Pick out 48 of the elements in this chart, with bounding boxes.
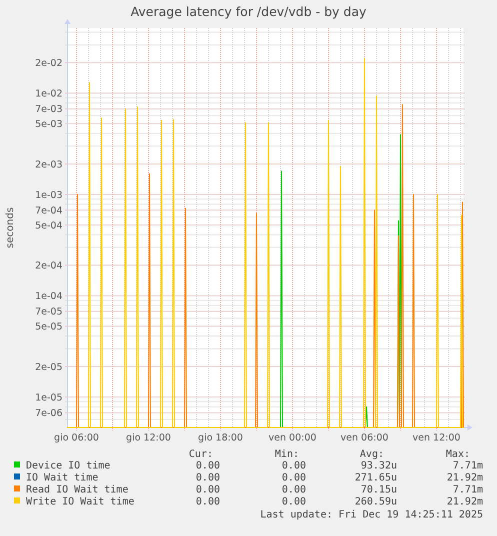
text: Avg: bbox=[360, 449, 384, 460]
y-tick-label: 1e-03 bbox=[35, 190, 62, 201]
y-tick-label: 1e-05 bbox=[35, 392, 62, 404]
x-tick-label: gio 18:00 bbox=[198, 432, 243, 444]
y-tick-label: 2e-02 bbox=[35, 58, 62, 70]
text: 0.00 bbox=[282, 484, 306, 496]
x-tick-label: gio 06:00 bbox=[54, 432, 99, 444]
legend-label: Write IO Wait time bbox=[26, 496, 134, 508]
chart-title: Average latency for /dev/vdb - by day bbox=[130, 4, 368, 19]
y-tick-label: 1e-02 bbox=[35, 88, 62, 100]
x-tick-label: ven 12:00 bbox=[412, 432, 460, 444]
x-tick-label: ven 06:00 bbox=[340, 432, 388, 444]
y-tick-label: 7e-04 bbox=[35, 205, 62, 216]
y-axis-title: seconds bbox=[5, 207, 16, 248]
text: 0.00 bbox=[196, 496, 220, 508]
text: 70.15u bbox=[360, 484, 397, 496]
text: 21.92m bbox=[446, 496, 483, 508]
x-tick-label: ven 00:00 bbox=[268, 432, 316, 444]
legend-label: Read IO Wait time bbox=[26, 484, 128, 496]
legend-label: IO Wait time bbox=[26, 472, 98, 484]
text: 0.00 bbox=[282, 472, 306, 484]
y-tick-label: 7e-06 bbox=[35, 408, 62, 420]
text: 7.71m bbox=[452, 460, 483, 472]
y-tick-label: 7e-05 bbox=[35, 306, 62, 318]
text: Max: bbox=[446, 449, 470, 460]
y-tick-label: 5e-03 bbox=[35, 118, 62, 130]
y-tick-label: 5e-05 bbox=[35, 322, 62, 333]
legend-label: Device IO time bbox=[26, 460, 110, 472]
y-tick-label: 2e-05 bbox=[35, 362, 62, 373]
text: 21.92m bbox=[446, 472, 483, 484]
text: 0.00 bbox=[282, 496, 306, 508]
text: 93.32u bbox=[360, 460, 397, 472]
x-tick-label: gio 12:00 bbox=[126, 432, 171, 444]
y-tick-label: 7e-03 bbox=[35, 104, 62, 116]
text: 0.00 bbox=[196, 460, 220, 472]
text: 0.00 bbox=[196, 484, 220, 496]
text: 0.00 bbox=[282, 460, 306, 472]
text: 260.59u bbox=[354, 496, 397, 508]
text: 271.65u bbox=[354, 472, 397, 484]
text: 7.71m bbox=[452, 484, 483, 496]
text: 0.00 bbox=[196, 472, 220, 484]
y-tick-label: 5e-04 bbox=[35, 220, 62, 232]
text: Cur: bbox=[188, 449, 213, 460]
y-tick-label: 1e-04 bbox=[35, 291, 62, 302]
text: Last update: Fri Dec 19 14:25:11 2025 bbox=[260, 510, 483, 520]
text: Min: bbox=[274, 449, 299, 460]
y-tick-label: 2e-03 bbox=[35, 159, 62, 170]
y-tick-label: 2e-04 bbox=[35, 260, 62, 272]
